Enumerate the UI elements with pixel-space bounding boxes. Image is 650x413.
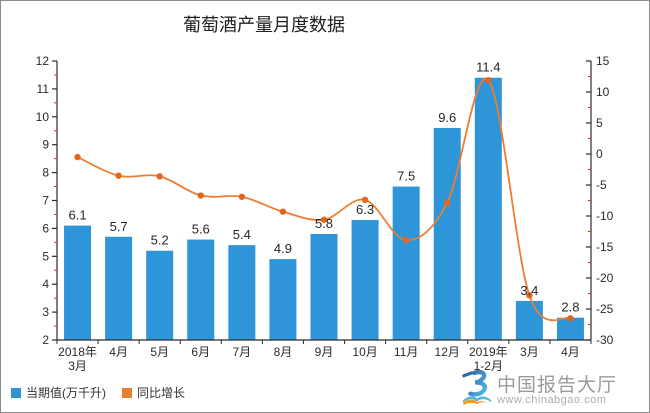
logo-site-url: www.chinabgao.com [496, 394, 607, 407]
x-axis-category-label: 7月 [233, 345, 252, 359]
right-axis-tick-label: -10 [596, 209, 614, 223]
chinabgao-logo-icon [462, 370, 492, 405]
right-axis-tick-label: -15 [596, 240, 614, 254]
bar-value-label: 2.8 [561, 300, 579, 315]
x-axis-category-label: 4月 [561, 345, 580, 359]
legend-line-label: 同比增长 [137, 386, 186, 400]
right-axis-tick-label: 15 [596, 54, 610, 68]
right-axis-tick-label: -5 [596, 178, 607, 192]
bar-value-label: 5.8 [315, 216, 333, 231]
left-axis-tick-label: 12 [36, 54, 50, 68]
right-axis-tick-label: 10 [596, 85, 610, 99]
left-axis-tick-label: 8 [42, 166, 49, 180]
x-axis-category-label: 5月 [150, 345, 169, 359]
bar-series-swatch-icon [11, 387, 21, 398]
left-axis-tick-label: 6 [42, 221, 49, 235]
line-point-marker [526, 292, 533, 299]
bar-value-label: 3.4 [520, 283, 538, 298]
bar-value-label: 5.4 [233, 227, 251, 242]
x-axis-category-label: 2018年 [58, 345, 97, 359]
line-point-marker [402, 236, 410, 244]
bar-value-label: 5.7 [110, 219, 128, 234]
bar-value-label: 4.9 [274, 241, 292, 256]
bar [187, 239, 215, 340]
left-axis-tick-label: 3 [42, 305, 49, 319]
legend-item-line[interactable]: 同比增长 [122, 384, 185, 401]
line-point-marker [279, 208, 287, 215]
x-axis-category-label: 11月 [394, 345, 418, 359]
right-axis-tick-label: -25 [596, 302, 614, 316]
bar-value-label: 6.3 [356, 202, 374, 217]
bar [64, 225, 92, 340]
right-axis-tick-label: 0 [596, 147, 603, 161]
right-axis-tick-label: -30 [596, 333, 614, 347]
bar-value-label: 9.6 [438, 110, 456, 125]
line-series-swatch-icon [122, 387, 132, 398]
x-axis-category-label: 12月 [435, 345, 460, 359]
bar [392, 186, 420, 340]
line-point-marker [156, 173, 163, 180]
line-point-marker [238, 193, 246, 200]
right-axis-tick-label: 5 [596, 116, 603, 130]
line-point-marker [361, 196, 369, 204]
x-axis-category-label: 2019年 [469, 345, 508, 359]
logo-site-name: 中国报告大厅 [496, 374, 617, 396]
bar-value-label: 7.5 [397, 169, 415, 184]
legend-bar-label: 当期值(万千升) [26, 386, 106, 400]
left-axis-tick-label: 10 [36, 110, 50, 124]
bar [433, 127, 461, 341]
x-axis-category-label: 6月 [191, 345, 210, 359]
line-point-marker [444, 199, 451, 207]
x-axis-category-label: 3月 [520, 345, 539, 359]
bar [474, 77, 502, 341]
line-point-marker [320, 216, 328, 223]
bar-value-label: 6.1 [68, 208, 86, 223]
bar [310, 233, 338, 340]
line-series [76, 77, 572, 322]
line-point-marker [74, 153, 81, 161]
x-axis-category-label: 1-2月 [474, 359, 503, 373]
x-axis-category-label: 10月 [352, 345, 377, 359]
bar [105, 236, 133, 340]
line-point-marker [115, 172, 122, 179]
page-title: 葡萄酒产量月度数据 [183, 15, 345, 35]
line-point-marker [485, 77, 492, 84]
legend: 当期值(万千升) 同比增长 [11, 384, 185, 401]
bar [515, 300, 543, 340]
bar [228, 245, 256, 340]
left-axis-tick-label: 7 [42, 194, 49, 208]
bar [146, 250, 174, 340]
bar [556, 317, 584, 340]
bar [351, 220, 379, 340]
x-axis-category-label: 3月 [68, 359, 87, 373]
bar-value-label: 5.2 [151, 233, 169, 248]
left-axis-tick-label: 4 [42, 277, 49, 291]
bar-value-label: 11.4 [476, 60, 500, 75]
bar [269, 259, 297, 340]
left-axis-tick-label: 2 [42, 333, 49, 347]
site-logo: 中国报告大厅 www.chinabgao.com [461, 370, 617, 407]
line-point-marker [567, 315, 574, 322]
left-axis-tick-label: 11 [37, 82, 50, 96]
left-axis-tick-label: 5 [42, 249, 49, 263]
x-axis-category-label: 4月 [109, 345, 128, 359]
x-axis-category-label: 9月 [315, 345, 334, 359]
bar-value-label: 5.6 [192, 222, 210, 237]
line-point-marker [197, 192, 204, 199]
x-axis-category-label: 8月 [274, 345, 293, 359]
right-axis-tick-label: -20 [596, 271, 614, 285]
legend-item-bar[interactable]: 当期值(万千升) [11, 384, 106, 401]
left-axis-tick-label: 9 [42, 138, 49, 152]
